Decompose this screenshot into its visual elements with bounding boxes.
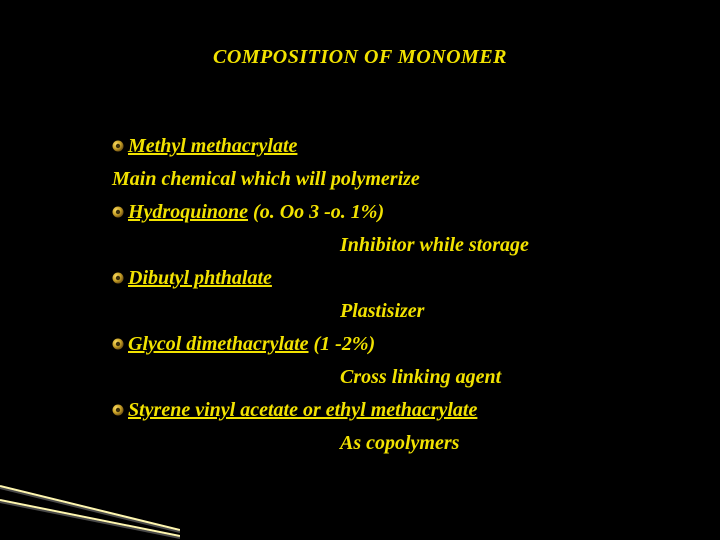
item-heading: Methyl methacrylate xyxy=(112,130,672,163)
item-name: Styrene vinyl acetate or ethyl methacryl… xyxy=(128,399,477,421)
item-desc: Cross linking agent xyxy=(112,361,672,394)
item-name: Methyl methacrylate xyxy=(128,135,297,157)
item-heading: Hydroquinone (o. Oo 3 -o. 1%) xyxy=(112,196,672,229)
item-heading: Dibutyl phthalate xyxy=(112,262,672,295)
slide: COMPOSITION OF MONOMER Methyl methacryla… xyxy=(0,0,720,540)
content-block: Methyl methacrylate Main chemical which w… xyxy=(112,130,672,460)
slide-title: COMPOSITION OF MONOMER xyxy=(0,46,720,69)
item-name: Dibutyl phthalate xyxy=(128,267,272,289)
item-desc: As copolymers xyxy=(112,427,672,460)
item-desc: Main chemical which will polymerize xyxy=(112,163,672,196)
item-desc: Inhibitor while storage xyxy=(112,229,672,262)
item-name: Hydroquinone xyxy=(128,201,248,223)
item-heading: Styrene vinyl acetate or ethyl methacryl… xyxy=(112,394,672,427)
item-pct: (1 -2%) xyxy=(314,333,376,355)
item-heading: Glycol dimethacrylate (1 -2%) xyxy=(112,328,672,361)
item-pct: (o. Oo 3 -o. 1%) xyxy=(253,201,384,223)
corner-accent xyxy=(0,480,180,540)
item-desc: Plastisizer xyxy=(112,295,672,328)
item-name: Glycol dimethacrylate xyxy=(128,333,309,355)
